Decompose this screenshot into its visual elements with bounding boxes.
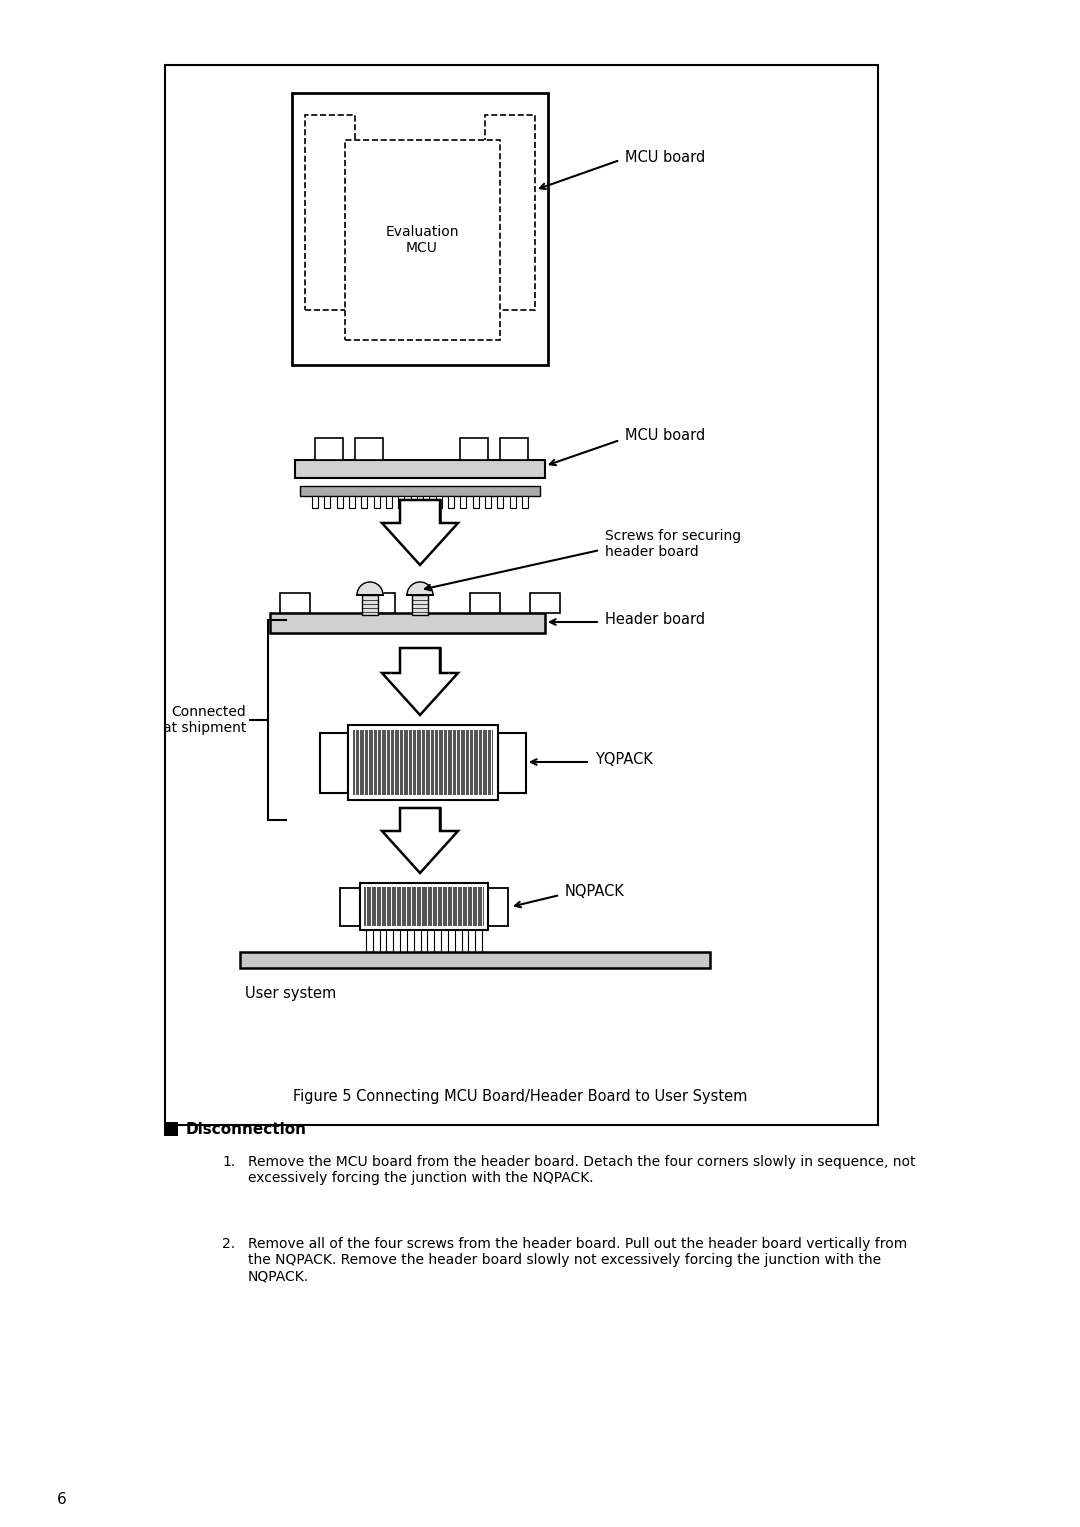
Text: Figure 5 Connecting MCU Board/Header Board to User System: Figure 5 Connecting MCU Board/Header Boa…	[293, 1089, 747, 1104]
Bar	[365, 592, 395, 612]
Bar	[364, 887, 484, 925]
Bar	[470, 592, 500, 612]
Bar	[164, 1122, 178, 1136]
Bar	[498, 733, 526, 793]
Text: YQPACK: YQPACK	[595, 753, 653, 768]
Bar	[340, 889, 360, 925]
Bar	[362, 596, 378, 615]
Bar	[400, 647, 440, 673]
Text: MCU board: MCU board	[625, 151, 705, 165]
Bar	[400, 499, 440, 524]
Polygon shape	[357, 582, 383, 596]
Text: MCU board: MCU board	[625, 429, 705, 443]
Bar	[305, 115, 355, 310]
Bar	[320, 733, 348, 793]
Bar	[530, 592, 561, 612]
Bar	[485, 496, 491, 508]
Bar	[349, 496, 355, 508]
Bar	[165, 66, 878, 1125]
Bar	[435, 496, 442, 508]
Text: Connected
at shipment: Connected at shipment	[163, 705, 246, 734]
Bar	[460, 496, 467, 508]
Bar	[362, 496, 367, 508]
Text: Remove the MCU board from the header board. Detach the four corners slowly in se: Remove the MCU board from the header boa…	[248, 1154, 916, 1185]
Bar	[324, 496, 330, 508]
Polygon shape	[382, 647, 458, 715]
Bar	[240, 951, 710, 968]
Text: 1.: 1.	[222, 1154, 235, 1170]
Text: 2.: 2.	[222, 1237, 235, 1251]
Text: Screws for securing
header board: Screws for securing header board	[605, 528, 741, 559]
Text: 6: 6	[57, 1492, 67, 1507]
Bar	[488, 889, 508, 925]
Text: Evaluation
MCU: Evaluation MCU	[386, 224, 459, 255]
Bar	[448, 496, 454, 508]
Bar	[348, 725, 498, 800]
Text: Header board: Header board	[605, 612, 705, 628]
Bar	[485, 115, 535, 310]
Bar	[387, 496, 392, 508]
Bar	[399, 496, 405, 508]
Bar	[400, 808, 440, 831]
Bar	[280, 592, 310, 612]
Bar	[510, 496, 515, 508]
Bar	[411, 596, 428, 615]
Bar	[374, 496, 380, 508]
Bar	[270, 612, 545, 634]
Bar	[497, 496, 503, 508]
Bar	[473, 496, 478, 508]
Bar	[315, 438, 343, 460]
Bar	[423, 496, 429, 508]
Bar	[353, 730, 492, 796]
Bar	[360, 883, 488, 930]
Bar	[410, 496, 417, 508]
Bar	[460, 438, 488, 460]
Text: Remove all of the four screws from the header board. Pull out the header board v: Remove all of the four screws from the h…	[248, 1237, 907, 1283]
Bar	[522, 496, 528, 508]
Bar	[295, 460, 545, 478]
Polygon shape	[407, 582, 433, 596]
Polygon shape	[382, 808, 458, 873]
Text: Disconnection: Disconnection	[186, 1121, 307, 1136]
Bar	[312, 496, 318, 508]
Bar	[345, 140, 500, 341]
Bar	[292, 93, 548, 365]
Text: NQPACK: NQPACK	[565, 884, 625, 898]
Polygon shape	[382, 499, 458, 565]
Text: User system: User system	[245, 986, 336, 1002]
Bar	[337, 496, 342, 508]
Bar	[300, 486, 540, 496]
Bar	[500, 438, 528, 460]
Bar	[355, 438, 383, 460]
